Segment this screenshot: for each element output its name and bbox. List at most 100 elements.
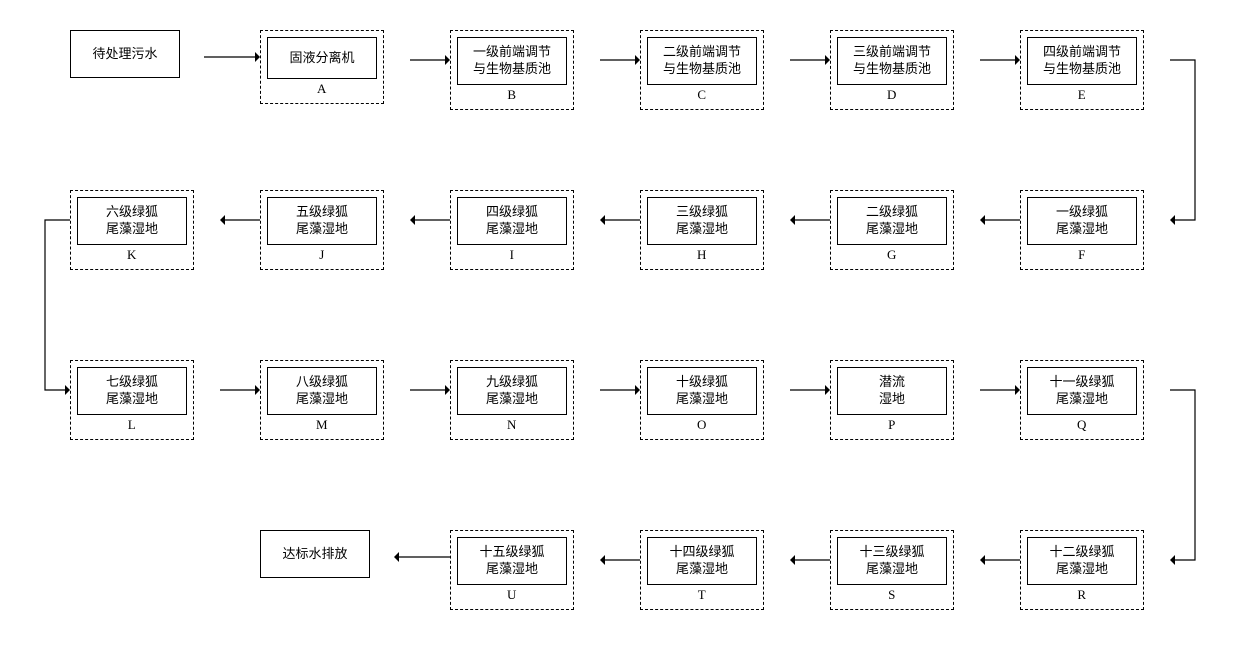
node-R: 十二级绿狐尾藻湿地 R — [1020, 530, 1144, 610]
node-L: 七级绿狐尾藻湿地 L — [70, 360, 194, 440]
box-line: 尾藻湿地 — [676, 221, 728, 238]
process-box: 固液分离机 — [267, 37, 377, 79]
node-letter: G — [887, 247, 897, 263]
node-letter: P — [888, 417, 896, 433]
process-box: 十四级绿狐尾藻湿地 — [647, 537, 757, 585]
process-box: 三级绿狐尾藻湿地 — [647, 197, 757, 245]
node-start: 待处理污水 — [70, 30, 180, 78]
dashed-frame: 四级前端调节与生物基质池E — [1020, 30, 1144, 110]
dashed-frame: 十级绿狐尾藻湿地 O — [640, 360, 764, 440]
node-O: 十级绿狐尾藻湿地 O — [640, 360, 764, 440]
node-K: 六级绿狐尾藻湿地 K — [70, 190, 194, 270]
terminal-box: 达标水排放 — [260, 530, 370, 578]
node-E: 四级前端调节与生物基质池E — [1020, 30, 1144, 110]
node-T: 十四级绿狐尾藻湿地 T — [640, 530, 764, 610]
box-line: 十级绿狐 — [676, 374, 728, 391]
process-box: 十一级绿狐尾藻湿地 — [1027, 367, 1137, 415]
node-letter: O — [697, 417, 707, 433]
process-box: 九级绿狐尾藻湿地 — [457, 367, 567, 415]
box-line: 十一级绿狐 — [1049, 374, 1114, 391]
box-line: 尾藻湿地 — [1056, 561, 1108, 578]
node-letter: Q — [1077, 417, 1087, 433]
box-line: 八级绿狐 — [296, 374, 348, 391]
process-box: 潜流湿地 — [837, 367, 947, 415]
node-letter: H — [697, 247, 707, 263]
box-line: 十三级绿狐 — [859, 544, 924, 561]
node-D: 三级前端调节与生物基质池 D — [830, 30, 954, 110]
dashed-frame: 二级绿狐尾藻湿地 G — [830, 190, 954, 270]
box-line: 固液分离机 — [289, 50, 354, 67]
node-letter: L — [128, 417, 136, 433]
node-letter: K — [127, 247, 137, 263]
process-box: 六级绿狐尾藻湿地 — [77, 197, 187, 245]
dashed-frame: 固液分离机 A — [260, 30, 384, 104]
node-letter: E — [1078, 87, 1086, 103]
node-letter: T — [698, 587, 706, 603]
node-U: 十五级绿狐尾藻湿地 U — [450, 530, 574, 610]
dashed-frame: 一级前端调节与生物基质池 B — [450, 30, 574, 110]
node-N: 九级绿狐尾藻湿地N — [450, 360, 574, 440]
node-letter: J — [319, 247, 325, 263]
box-line: 尾藻湿地 — [866, 221, 918, 238]
box-line: 三级前端调节 — [853, 44, 931, 61]
box-line: 十五级绿狐 — [479, 544, 544, 561]
dashed-frame: 六级绿狐尾藻湿地 K — [70, 190, 194, 270]
node-letter: D — [887, 87, 897, 103]
box-line: 尾藻湿地 — [296, 391, 348, 408]
box-line: 十二级绿狐 — [1049, 544, 1114, 561]
node-letter: C — [697, 87, 706, 103]
node-A: 固液分离机 A — [260, 30, 384, 104]
process-box: 十级绿狐尾藻湿地 — [647, 367, 757, 415]
process-box: 五级绿狐尾藻湿地 — [267, 197, 377, 245]
dashed-frame: 八级绿狐尾藻湿地M — [260, 360, 384, 440]
process-box: 一级前端调节与生物基质池 — [457, 37, 567, 85]
dashed-frame: 十四级绿狐尾藻湿地 T — [640, 530, 764, 610]
box-line: 与生物基质池 — [663, 61, 741, 78]
node-letter: R — [1077, 587, 1086, 603]
dashed-frame: 九级绿狐尾藻湿地N — [450, 360, 574, 440]
box-line: 二级前端调节 — [663, 44, 741, 61]
box-line: 尾藻湿地 — [676, 391, 728, 408]
process-box: 十五级绿狐尾藻湿地 — [457, 537, 567, 585]
box-line: 一级绿狐 — [1056, 204, 1108, 221]
box-line: 二级绿狐 — [866, 204, 918, 221]
node-letter: F — [1078, 247, 1086, 263]
dashed-frame: 二级前端调节与生物基质池 C — [640, 30, 764, 110]
process-box: 三级前端调节与生物基质池 — [837, 37, 947, 85]
node-B: 一级前端调节与生物基质池 B — [450, 30, 574, 110]
box-line: 尾藻湿地 — [296, 221, 348, 238]
node-end: 达标水排放 — [260, 530, 370, 578]
process-box: 四级绿狐尾藻湿地 — [457, 197, 567, 245]
box-line: 尾藻湿地 — [106, 221, 158, 238]
node-letter: B — [507, 87, 516, 103]
box-line: 尾藻湿地 — [866, 561, 918, 578]
box-line: 十四级绿狐 — [669, 544, 734, 561]
box-line: 待处理污水 — [92, 46, 157, 63]
box-line: 与生物基质池 — [853, 61, 931, 78]
dashed-frame: 十五级绿狐尾藻湿地 U — [450, 530, 574, 610]
dashed-frame: 十二级绿狐尾藻湿地 R — [1020, 530, 1144, 610]
node-M: 八级绿狐尾藻湿地M — [260, 360, 384, 440]
box-line: 尾藻湿地 — [106, 391, 158, 408]
node-F: 一级绿狐尾藻湿地F — [1020, 190, 1144, 270]
process-box: 七级绿狐尾藻湿地 — [77, 367, 187, 415]
box-line: 与生物基质池 — [473, 61, 551, 78]
dashed-frame: 潜流湿地 P — [830, 360, 954, 440]
node-letter: I — [510, 247, 515, 263]
box-line: 九级绿狐 — [486, 374, 538, 391]
process-box: 十二级绿狐尾藻湿地 — [1027, 537, 1137, 585]
box-line: 与生物基质池 — [1043, 61, 1121, 78]
node-letter: A — [317, 81, 327, 97]
box-line: 尾藻湿地 — [1056, 391, 1108, 408]
box-line: 五级绿狐 — [296, 204, 348, 221]
node-P: 潜流湿地 P — [830, 360, 954, 440]
node-H: 三级绿狐尾藻湿地 H — [640, 190, 764, 270]
box-line: 三级绿狐 — [676, 204, 728, 221]
box-line: 潜流 — [879, 374, 905, 391]
process-box: 二级绿狐尾藻湿地 — [837, 197, 947, 245]
node-letter: U — [507, 587, 517, 603]
box-line: 尾藻湿地 — [486, 221, 538, 238]
node-I: 四级绿狐尾藻湿地 I — [450, 190, 574, 270]
node-Q: 十一级绿狐尾藻湿地 Q — [1020, 360, 1144, 440]
box-line: 四级绿狐 — [486, 204, 538, 221]
